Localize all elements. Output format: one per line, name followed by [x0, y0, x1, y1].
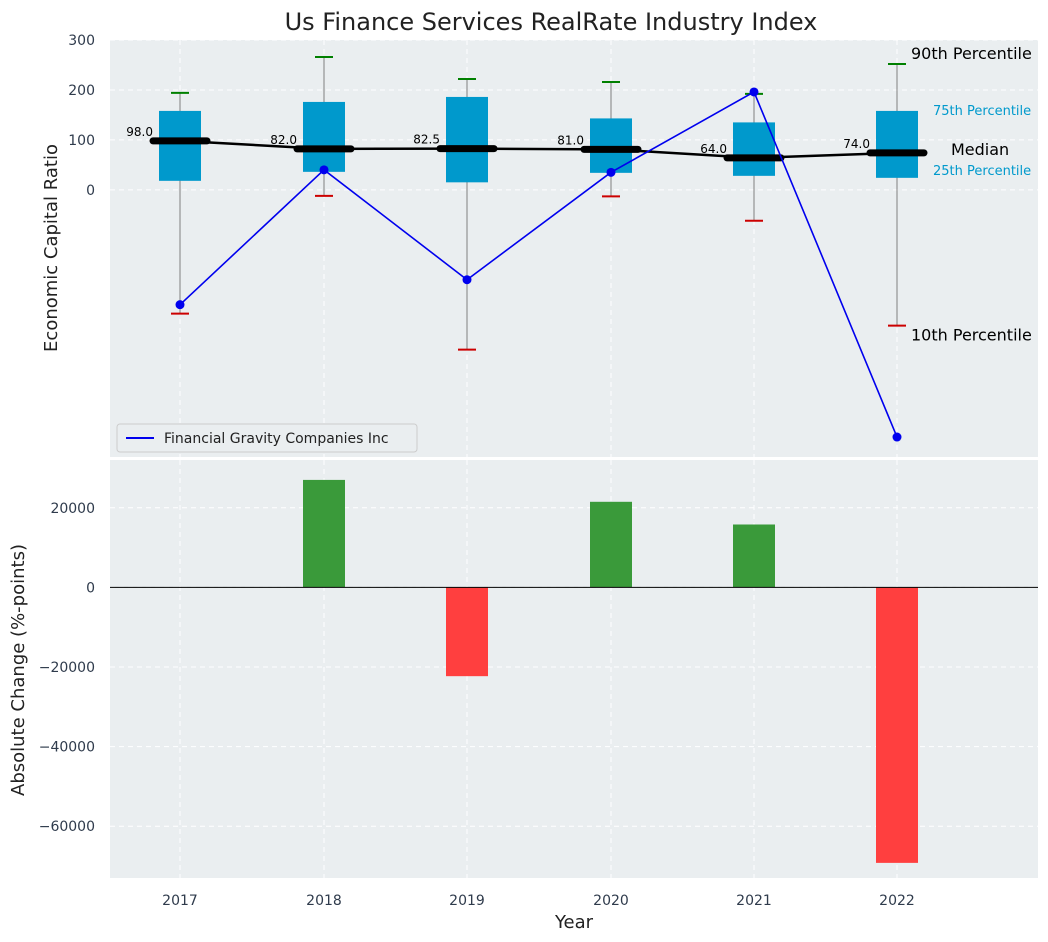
bottom-y-ticks: −60000 −40000 −20000 0 20000 [39, 501, 95, 835]
median-trend [179, 139, 898, 160]
change-bar-2019 [446, 587, 488, 677]
x-tick-label: 2019 [449, 893, 485, 909]
iqr-box [876, 110, 918, 178]
bottom-panel: −60000 −40000 −20000 0 20000 2017 2018 2019 202… [8, 460, 1038, 933]
iqr-box [446, 96, 488, 183]
x-tick-label: 2017 [162, 893, 198, 909]
x-tick-label: 2018 [306, 893, 342, 909]
series-point-2018 [319, 165, 329, 175]
series-line [179, 90, 898, 438]
top-panel: 0 100 200 300 98.0 82.0 82.5 81.0 64.0 74.0 90th… [41, 33, 1038, 457]
top-plot-background [110, 40, 1038, 457]
median-value-label: 82.5 [413, 133, 440, 147]
p90-annotation: 90th Percentile [911, 44, 1032, 63]
bottom-y-tick-label: 20000 [50, 501, 95, 517]
p25-annotation: 25th Percentile [933, 164, 1031, 179]
median-value-label: 81.0 [557, 133, 584, 147]
chart-title: Us Finance Services RealRate Industry In… [285, 8, 818, 36]
top-y-tick-label: 0 [86, 183, 95, 199]
series-point-2022 [892, 432, 902, 442]
top-y-tick-label: 100 [68, 133, 95, 149]
top-y-axis-title: Economic Capital Ratio [41, 144, 62, 352]
change-bar-2018 [303, 479, 345, 588]
series-point-2017 [175, 300, 185, 310]
series-point-2020 [606, 167, 616, 177]
x-tick-label: 2021 [736, 893, 772, 909]
legend-label: Financial Gravity Companies Inc [164, 431, 389, 447]
median-value-label: 64.0 [700, 142, 727, 156]
median-value-label: 98.0 [126, 125, 153, 139]
median-annotation: Median [951, 140, 1009, 159]
iqr-box [303, 101, 345, 172]
p10-annotation: 10th Percentile [911, 326, 1032, 345]
legend-box [116, 423, 418, 453]
median-value-label: 74.0 [843, 137, 870, 151]
median-trend-line [179, 139, 898, 160]
company-series [175, 87, 902, 442]
p75-annotation: 75th Percentile [933, 104, 1031, 119]
change-bar-2021 [733, 524, 775, 588]
x-ticks: 2017 2018 2019 2020 2021 2022 [162, 893, 915, 909]
bottom-y-axis-title: Absolute Change (%-points) [8, 544, 29, 796]
x-tick-label: 2022 [879, 893, 915, 909]
x-axis-title: Year [554, 912, 594, 933]
series-point-2021 [749, 87, 759, 97]
bottom-y-tick-label: −40000 [39, 740, 95, 756]
top-y-tick-label: 200 [68, 83, 95, 99]
x-tick-label: 2020 [593, 893, 629, 909]
change-bars [303, 479, 918, 863]
change-bar-2020 [590, 501, 632, 588]
iqr-box [733, 122, 775, 176]
iqr-box [159, 110, 201, 181]
series-point-2019 [462, 275, 472, 285]
bottom-y-tick-label: 0 [86, 580, 95, 596]
median-value-label: 82.0 [270, 133, 297, 147]
legend: Financial Gravity Companies Inc [116, 423, 418, 453]
bottom-y-tick-label: −60000 [39, 819, 95, 835]
percentile-annotations: 90th Percentile 75th Percentile Median 2… [911, 44, 1032, 345]
top-y-tick-label: 300 [68, 33, 95, 49]
top-y-ticks: 0 100 200 300 [68, 33, 95, 199]
change-bar-2022 [876, 587, 918, 863]
bottom-y-tick-label: −20000 [39, 660, 95, 676]
